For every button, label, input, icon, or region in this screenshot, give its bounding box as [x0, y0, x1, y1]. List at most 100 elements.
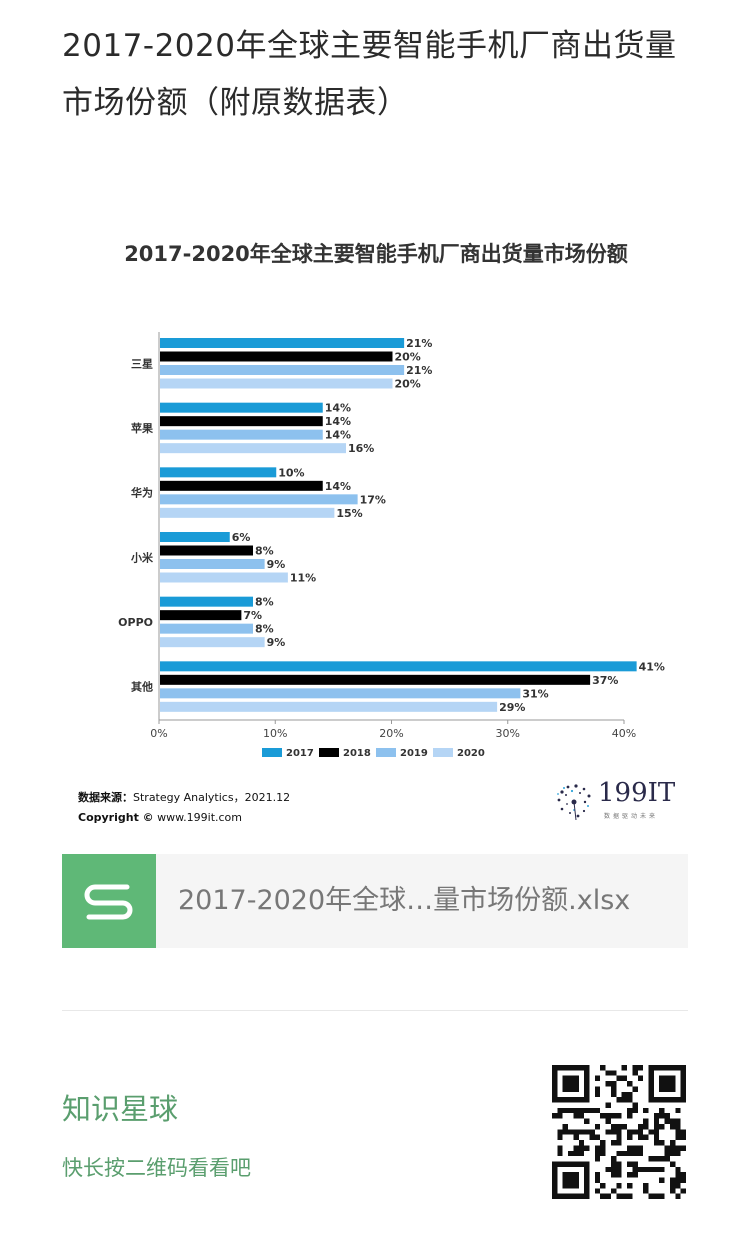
qr-module — [653, 1193, 660, 1199]
qr-module — [669, 1118, 676, 1124]
qr-module — [589, 1134, 595, 1141]
section-divider — [62, 1010, 688, 1011]
bar — [160, 545, 253, 556]
qr-module — [594, 1134, 601, 1141]
attachment-filename[interactable]: 2017-2020年全球…量市场份额.xlsx — [178, 885, 631, 916]
legend-swatch — [376, 748, 396, 757]
qr-module — [659, 1140, 665, 1146]
qr-module — [659, 1177, 665, 1183]
copyright-label: Copyright © — [78, 811, 154, 824]
qr-module — [568, 1107, 574, 1114]
qr-module — [616, 1166, 622, 1173]
qr-module — [589, 1107, 595, 1114]
qr-module — [568, 1129, 574, 1135]
qr-finder-inner — [562, 1172, 579, 1189]
qr-module — [675, 1177, 681, 1183]
qr-module — [610, 1086, 617, 1092]
qr-module — [680, 1134, 686, 1141]
spreadsheet-s-icon — [62, 854, 156, 948]
qr-module — [600, 1182, 606, 1189]
qr-module — [643, 1107, 649, 1114]
x-tick-label: 10% — [263, 727, 287, 740]
qr-module — [616, 1172, 622, 1178]
qr-code-icon[interactable] — [552, 1065, 686, 1199]
qr-module — [680, 1188, 686, 1194]
legend-label: 2019 — [400, 748, 428, 759]
qr-module — [605, 1102, 611, 1108]
qr-module — [627, 1107, 633, 1114]
data-label: 14% — [325, 415, 351, 428]
x-tick-label: 30% — [496, 727, 520, 740]
bar-chart: 0% 10% 20% 30% 40%三星21%20%21%20%苹果14%14%14%1… — [118, 332, 665, 759]
bar — [160, 572, 288, 583]
data-label: 14% — [325, 429, 351, 442]
qr-module — [669, 1123, 676, 1130]
qr-module — [659, 1123, 665, 1130]
qr-module — [594, 1091, 601, 1098]
qr-prompt: 快长按二维码看看吧 — [62, 1156, 251, 1180]
qr-module — [594, 1150, 601, 1157]
qr-module — [669, 1140, 676, 1146]
x-tick-label: 0% — [150, 727, 167, 740]
qr-module — [573, 1145, 579, 1151]
qr-module — [568, 1150, 574, 1157]
data-label: 11% — [290, 572, 316, 585]
data-label: 8% — [255, 596, 274, 609]
data-label: 14% — [325, 402, 351, 415]
qr-module — [605, 1113, 611, 1119]
qr-module — [632, 1129, 638, 1135]
qr-module — [632, 1166, 638, 1173]
category-label: 苹果 — [131, 421, 153, 435]
qr-module — [643, 1166, 649, 1173]
qr-module — [616, 1129, 622, 1135]
qr-module — [600, 1193, 606, 1199]
qr-module — [637, 1134, 644, 1141]
qr-module — [627, 1150, 633, 1157]
qr-module — [600, 1113, 606, 1119]
data-label: 9% — [267, 558, 286, 571]
copyright-text: www.199it.com — [153, 811, 242, 824]
bar — [160, 637, 265, 648]
bar — [160, 661, 637, 672]
qr-module — [632, 1070, 638, 1076]
qr-module — [648, 1193, 654, 1199]
data-label: 37% — [592, 674, 618, 687]
qr-module — [632, 1172, 638, 1178]
qr-module — [562, 1129, 569, 1135]
qr-module — [562, 1107, 569, 1114]
qr-module — [653, 1166, 660, 1173]
qr-module — [664, 1150, 670, 1157]
qr-module — [621, 1091, 628, 1098]
attachment-file-card[interactable]: 2017-2020年全球…量市场份额.xlsx — [62, 854, 688, 948]
qr-module — [573, 1113, 579, 1119]
qr-module — [616, 1193, 622, 1199]
qr-module — [653, 1134, 660, 1141]
bar — [160, 688, 521, 699]
data-label: 9% — [267, 636, 286, 649]
qr-module — [643, 1188, 649, 1194]
qr-module — [627, 1134, 633, 1141]
qr-module — [578, 1113, 585, 1119]
community-name: 知识星球 — [62, 1092, 179, 1126]
bar — [160, 378, 393, 389]
source-label: 数据来源： — [78, 791, 133, 804]
qr-module — [616, 1140, 622, 1146]
qr-module — [594, 1172, 601, 1178]
qr-module — [675, 1118, 681, 1124]
qr-module — [589, 1129, 595, 1135]
qr-module — [637, 1129, 644, 1135]
data-label: 14% — [325, 480, 351, 493]
bar — [160, 507, 335, 518]
data-label: 10% — [278, 466, 304, 479]
qr-module — [632, 1107, 638, 1114]
qr-module — [610, 1172, 617, 1178]
qr-module — [616, 1075, 622, 1082]
legend-swatch — [433, 748, 453, 757]
qr-module — [648, 1129, 654, 1135]
qr-module — [573, 1129, 579, 1135]
qr-module — [637, 1065, 644, 1071]
data-label: 8% — [255, 545, 274, 558]
category-label: 其他 — [131, 680, 153, 694]
bar — [160, 338, 405, 348]
qr-module — [675, 1193, 681, 1199]
